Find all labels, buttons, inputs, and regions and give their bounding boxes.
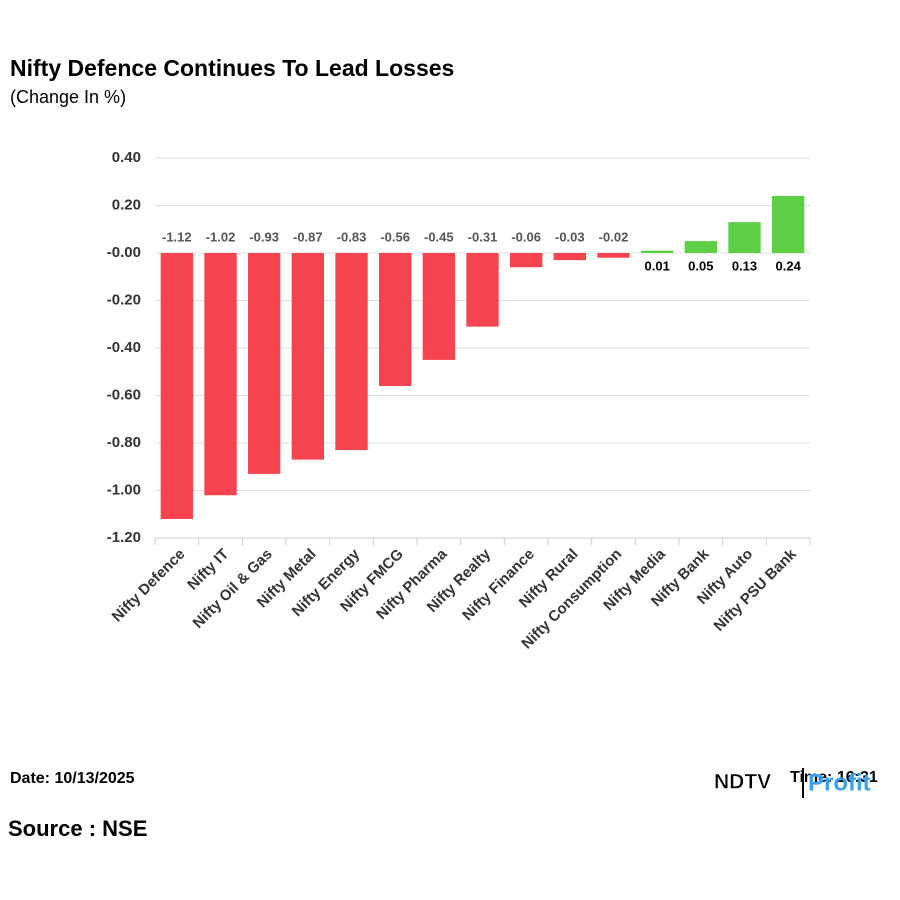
bar bbox=[379, 253, 412, 386]
value-label: -0.87 bbox=[293, 229, 323, 244]
y-tick-label: 0.40 bbox=[112, 149, 141, 166]
bar bbox=[160, 253, 193, 519]
value-label: 0.01 bbox=[645, 258, 670, 273]
logo-right: Profit bbox=[808, 769, 871, 796]
bar bbox=[641, 250, 674, 253]
y-tick-label: -0.80 bbox=[107, 434, 141, 451]
value-label: -0.03 bbox=[555, 229, 585, 244]
time: Time: 16:31 bbox=[790, 769, 878, 786]
y-tick-label: -1.00 bbox=[107, 481, 141, 498]
bar bbox=[597, 253, 630, 258]
y-tick-label: -0.00 bbox=[107, 244, 141, 261]
value-label: -0.93 bbox=[249, 229, 279, 244]
value-label: -0.83 bbox=[337, 229, 367, 244]
value-label: -1.02 bbox=[206, 229, 236, 244]
value-label: -0.06 bbox=[511, 229, 541, 244]
date: Date: 10/13/2025 bbox=[10, 770, 135, 787]
chart-title: Nifty Defence Continues To Lead Losses bbox=[10, 55, 454, 81]
bar bbox=[422, 253, 455, 360]
bar bbox=[248, 253, 281, 474]
bar bbox=[466, 253, 499, 327]
y-tick-label: -1.20 bbox=[107, 529, 141, 546]
chart-subtitle: (Change In %) bbox=[10, 87, 126, 107]
value-label: 0.05 bbox=[688, 258, 713, 273]
y-tick-label: 0.20 bbox=[112, 196, 141, 213]
bar bbox=[684, 241, 717, 253]
bar bbox=[728, 222, 761, 253]
y-tick-label: -0.40 bbox=[107, 339, 141, 356]
bar bbox=[553, 253, 586, 261]
bar bbox=[291, 253, 324, 460]
value-label: -1.12 bbox=[162, 229, 192, 244]
bar bbox=[204, 253, 237, 496]
value-label: -0.45 bbox=[424, 229, 454, 244]
value-label: -0.02 bbox=[599, 229, 629, 244]
y-tick-label: -0.20 bbox=[107, 291, 141, 308]
value-label: -0.56 bbox=[380, 229, 410, 244]
bar bbox=[335, 253, 368, 451]
y-tick-label: -0.60 bbox=[107, 386, 141, 403]
logo-left: NDTV bbox=[714, 771, 771, 794]
value-label: 0.24 bbox=[776, 258, 802, 273]
value-label: -0.31 bbox=[468, 229, 498, 244]
value-label: 0.13 bbox=[732, 258, 757, 273]
bar bbox=[510, 253, 543, 268]
bar bbox=[772, 196, 805, 253]
source: Source : NSE bbox=[8, 816, 147, 841]
